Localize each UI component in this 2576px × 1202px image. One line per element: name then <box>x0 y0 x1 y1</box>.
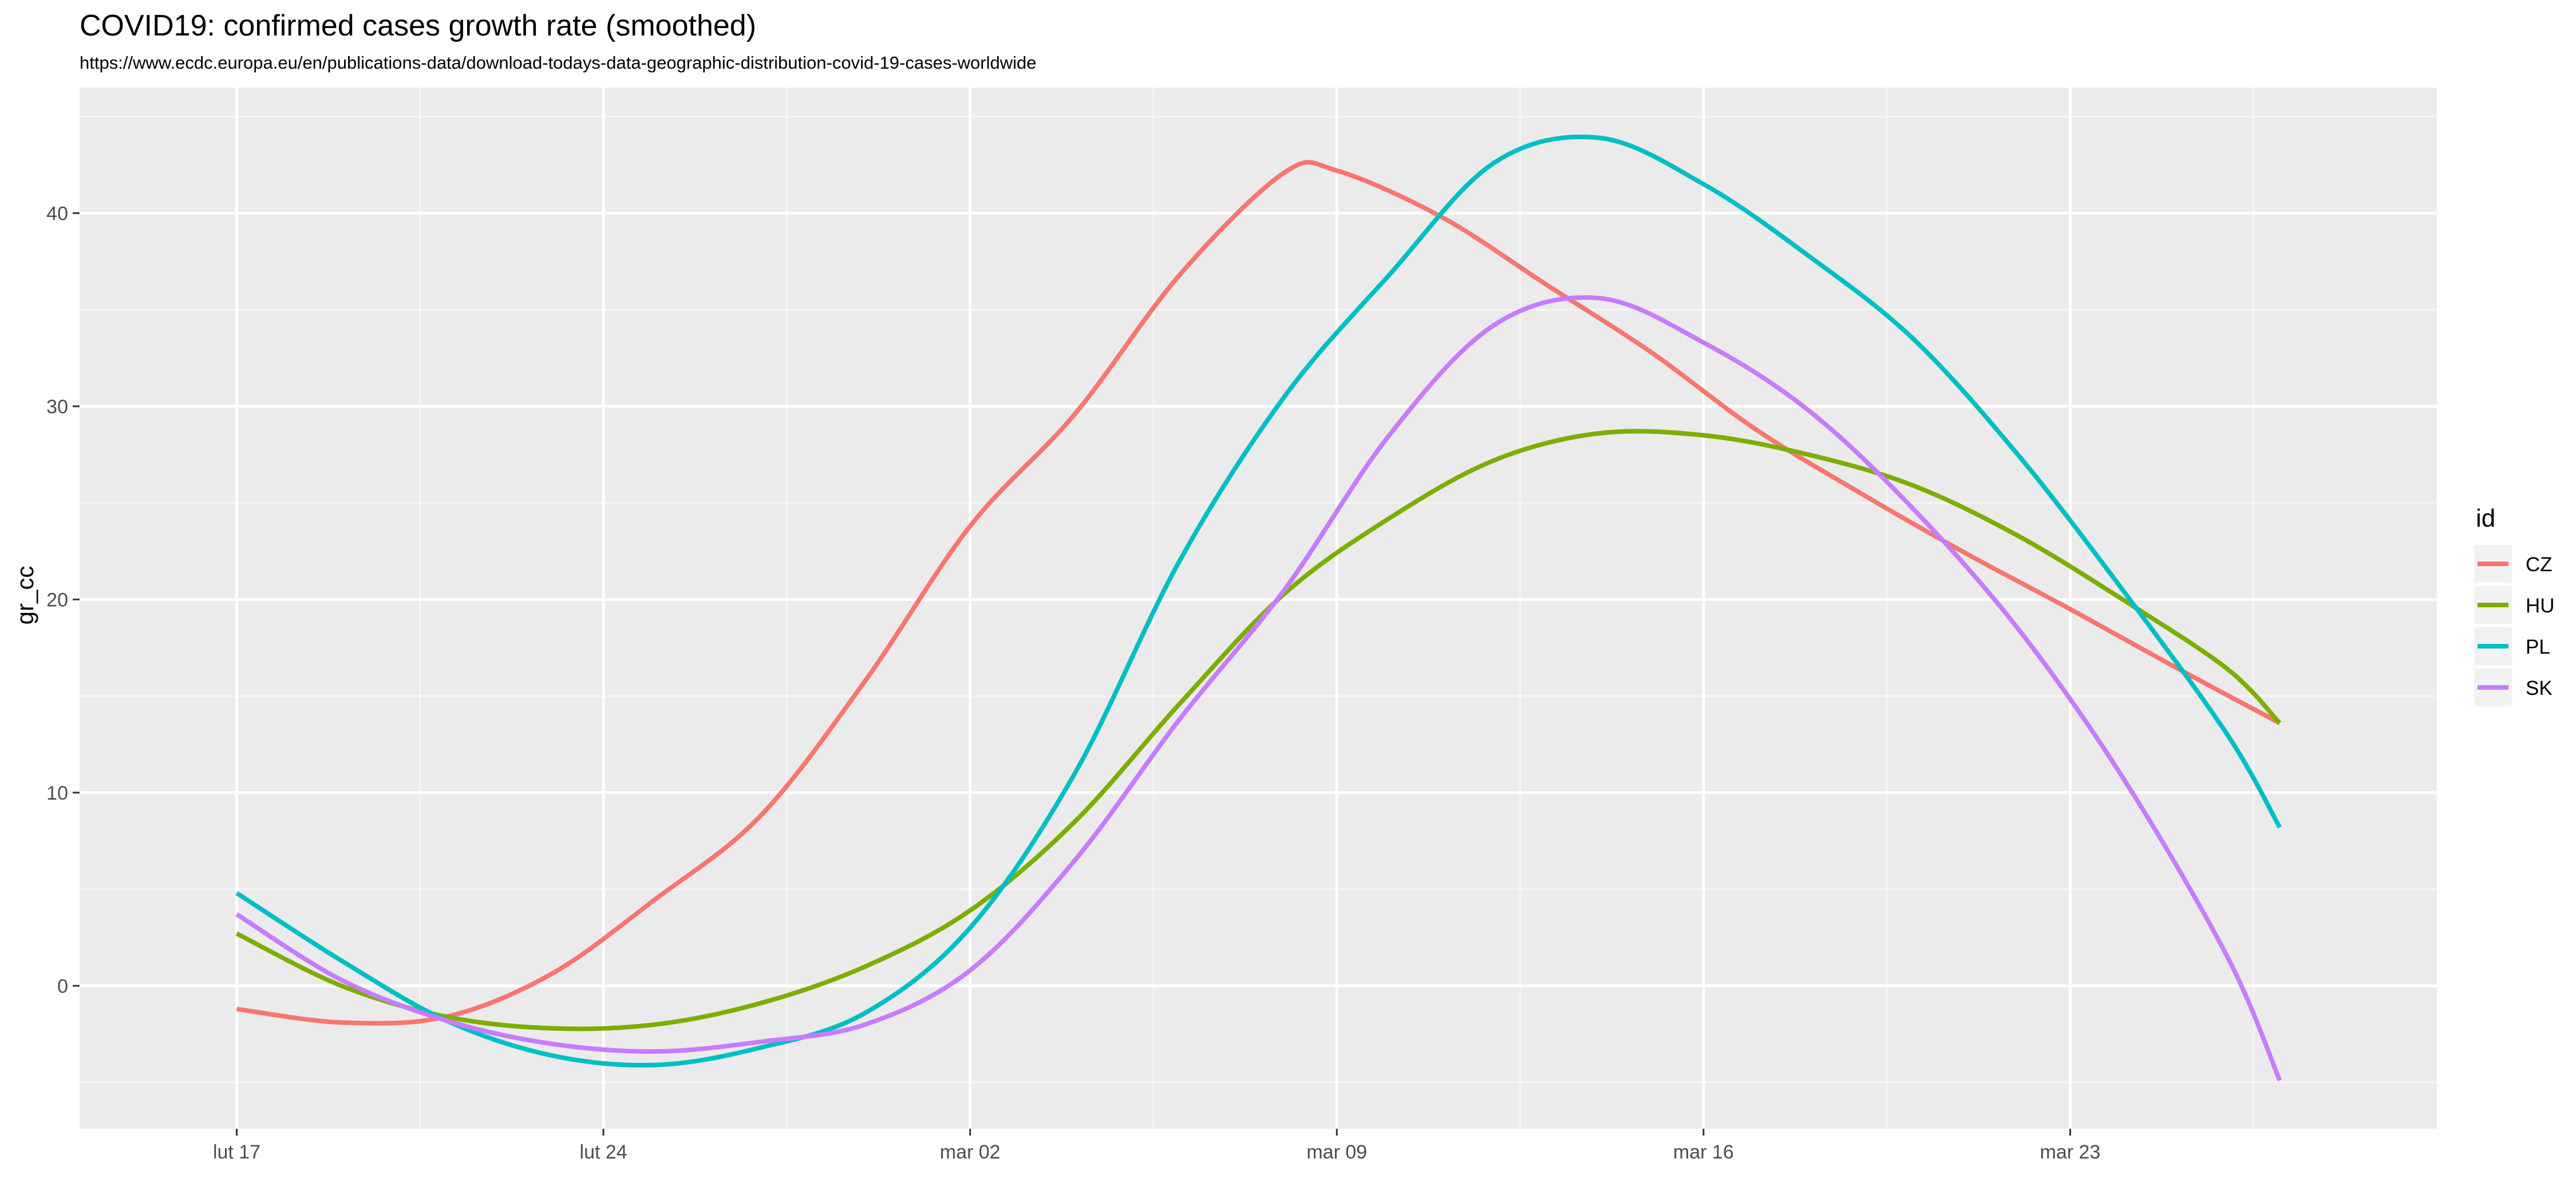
x-tick-label: mar 16 <box>1673 1141 1734 1163</box>
x-tick-label: mar 23 <box>2040 1141 2101 1163</box>
y-tick-label: 0 <box>57 975 68 997</box>
y-tick-label: 40 <box>46 203 68 224</box>
y-axis: 0 10 20 30 40 <box>46 203 80 997</box>
chart-title: COVID19: confirmed cases growth rate (sm… <box>80 9 756 42</box>
legend-label-cz: CZ <box>2526 553 2553 576</box>
x-tick-label: mar 02 <box>940 1141 1001 1163</box>
grid-minor <box>80 88 2437 1129</box>
legend-title: id <box>2476 504 2495 532</box>
y-tick-label: 20 <box>46 589 68 611</box>
y-axis-title: gr_cc <box>11 566 38 625</box>
series-line-pl <box>235 135 2282 1068</box>
x-axis: lut 17 lut 24 mar 02 mar 09 mar 16 mar 23 <box>213 1129 2100 1163</box>
legend: id CZ HU PL SK <box>2474 504 2555 706</box>
series-line-cz <box>236 160 2281 1026</box>
grid-major <box>80 88 2437 1129</box>
x-tick-label: lut 17 <box>213 1141 260 1163</box>
y-tick-label: 10 <box>46 782 68 804</box>
series-line-sk <box>235 295 2282 1082</box>
x-tick-label: lut 24 <box>580 1141 627 1163</box>
x-tick-label: mar 09 <box>1306 1141 1367 1163</box>
series-lines <box>235 135 2282 1082</box>
y-tick-label: 30 <box>46 396 68 418</box>
legend-label-hu: HU <box>2526 595 2555 617</box>
plot-panel <box>80 88 2437 1129</box>
legend-label-sk: SK <box>2526 677 2553 699</box>
legend-label-pl: PL <box>2526 636 2550 658</box>
chart-subtitle: https://www.ecdc.europa.eu/en/publicatio… <box>80 53 1036 73</box>
